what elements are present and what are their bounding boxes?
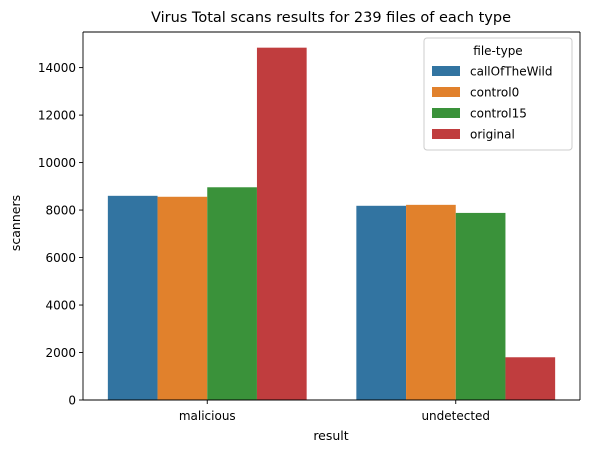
y-tick-label: 6000 [45, 251, 76, 265]
x-axis-label: result [313, 428, 348, 443]
legend-swatch-original [432, 129, 460, 139]
y-tick-label: 10000 [38, 156, 76, 170]
legend-label-control0: control0 [470, 86, 519, 100]
legend-swatch-control15 [432, 108, 460, 118]
chart-title: Virus Total scans results for 239 files … [151, 10, 511, 26]
legend-swatch-callOfTheWild [432, 66, 460, 76]
bars-layer [107, 47, 556, 400]
bar-control0-malicious [157, 196, 208, 400]
bar-original-malicious [256, 47, 307, 400]
bar-callOfTheWild-undetected [356, 205, 407, 400]
bar-control0-undetected [406, 204, 456, 400]
legend-label-callOfTheWild: callOfTheWild [470, 65, 553, 79]
y-axis-label: scanners [8, 195, 23, 251]
bar-control15-undetected [455, 212, 506, 400]
legend-title: file-type [473, 44, 522, 58]
legend-box [423, 37, 573, 151]
y-tick-label: 2000 [45, 346, 76, 360]
legend-swatch-control0 [432, 87, 460, 97]
bar-callOfTheWild-malicious [107, 195, 158, 400]
bar-original-undetected [505, 357, 556, 400]
x-tick-label-malicious: malicious [179, 409, 236, 423]
y-tick-label: 0 [68, 394, 76, 408]
y-tick-label: 12000 [38, 109, 76, 123]
legend: file-type callOfTheWild control0 control15 o… [423, 37, 573, 151]
y-tick-label: 4000 [45, 299, 76, 313]
bar-control15-malicious [207, 187, 257, 400]
y-tick-label: 14000 [38, 61, 76, 75]
legend-label-original: original [470, 128, 515, 142]
y-tick-label: 8000 [45, 204, 76, 218]
axes-layer: 0 2000 4000 6000 8000 10000 12000 14000 maliciou… [38, 31, 581, 423]
legend-label-control15: control15 [470, 107, 527, 121]
x-tick-label-undetected: undetected [421, 409, 490, 423]
